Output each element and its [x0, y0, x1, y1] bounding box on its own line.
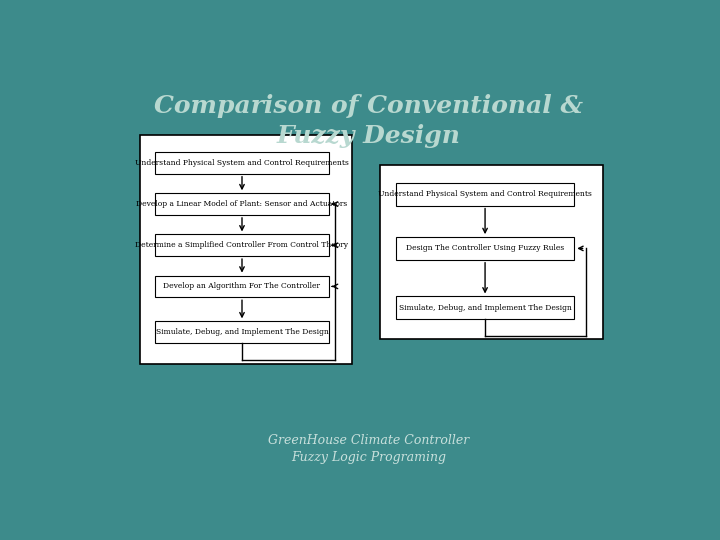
Text: Design The Controller Using Fuzzy Rules: Design The Controller Using Fuzzy Rules [406, 245, 564, 252]
Bar [155, 275, 329, 298]
Bar [155, 234, 329, 256]
Text: Understand Physical System and Control Requirements: Understand Physical System and Control R… [135, 159, 349, 167]
Text: Develop an Algorithm For The Controller: Develop an Algorithm For The Controller [163, 282, 320, 291]
Bar [140, 136, 352, 364]
Bar [155, 193, 329, 215]
Bar [155, 321, 329, 343]
Bar [380, 165, 603, 339]
Bar [396, 183, 575, 206]
Text: Comparison of Conventional &
Fuzzy Design: Comparison of Conventional & Fuzzy Desig… [154, 93, 584, 148]
Text: Understand Physical System and Control Requirements: Understand Physical System and Control R… [378, 190, 592, 198]
Text: Simulate, Debug, and Implement The Design: Simulate, Debug, and Implement The Desig… [399, 304, 572, 312]
Text: Develop a Linear Model of Plant: Sensor and Actuators: Develop a Linear Model of Plant: Sensor … [136, 200, 348, 208]
Text: GreenHouse Climate Controller
Fuzzy Logic Programing: GreenHouse Climate Controller Fuzzy Logi… [269, 434, 469, 464]
Text: Determine a Simplified Controller From Control Theory: Determine a Simplified Controller From C… [135, 241, 348, 249]
Bar [396, 237, 575, 260]
Bar [396, 296, 575, 319]
Bar [155, 152, 329, 174]
Text: Simulate, Debug, and Implement The Design: Simulate, Debug, and Implement The Desig… [156, 328, 328, 336]
